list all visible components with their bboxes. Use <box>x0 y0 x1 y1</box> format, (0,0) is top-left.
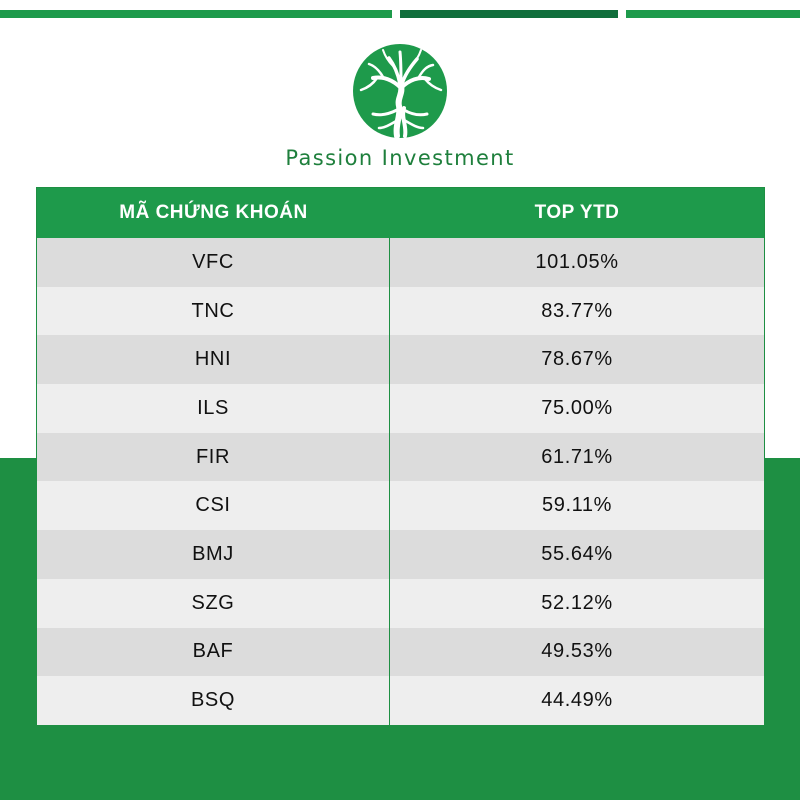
table-row: BSQ 44.49% <box>37 676 764 725</box>
ytd-cell: 52.12% <box>541 591 613 614</box>
ticker-cell: BSQ <box>37 676 390 725</box>
table-row: SZG 52.12% <box>37 578 764 628</box>
top-accent-bar-middle <box>400 10 618 18</box>
ticker-cell: CSI <box>37 481 390 531</box>
ticker-cell: FIR <box>37 432 390 482</box>
table-row: FIR 61.71% <box>37 432 764 482</box>
top-accent-bar-left <box>0 10 392 18</box>
table-row: HNI 78.67% <box>37 335 764 385</box>
table-row: CSI 59.11% <box>37 481 764 531</box>
table-header: MÃ CHỨNG KHOÁN TOP YTD <box>37 188 764 238</box>
ticker-cell: ILS <box>37 384 390 433</box>
ytd-cell: 75.00% <box>541 396 613 419</box>
ytd-cell: 101.05% <box>535 250 619 273</box>
table-row: TNC 83.77% <box>37 286 764 336</box>
table-row: VFC 101.05% <box>37 238 764 287</box>
ticker-cell: BAF <box>37 627 390 677</box>
ytd-cell: 83.77% <box>541 299 613 322</box>
ytd-cell: 59.11% <box>542 494 612 517</box>
ytd-cell: 44.49% <box>541 689 613 712</box>
ticker-cell: SZG <box>37 578 390 628</box>
ticker-cell: HNI <box>37 335 390 385</box>
ticker-cell: TNC <box>37 286 390 336</box>
table-row: ILS 75.00% <box>37 384 764 433</box>
tree-circle-icon <box>353 44 447 139</box>
ticker-cell: BMJ <box>37 530 390 579</box>
table-row: BMJ 55.64% <box>37 530 764 579</box>
top-accent-bar-right <box>626 10 800 18</box>
header-ticker: MÃ CHỨNG KHOÁN <box>119 202 308 223</box>
ytd-cell: 55.64% <box>541 542 613 565</box>
ticker-cell: VFC <box>37 238 390 287</box>
ytd-cell: 78.67% <box>541 348 613 371</box>
table-row: BAF 49.53% <box>37 627 764 677</box>
ytd-cell: 49.53% <box>541 640 613 663</box>
top-ytd-table: MÃ CHỨNG KHOÁN TOP YTD VFC 101.05% TNC 8… <box>36 187 765 725</box>
ytd-cell: 61.71% <box>541 445 613 468</box>
header-top-ytd: TOP YTD <box>534 202 620 223</box>
brand-name: Passion Investment <box>285 146 515 170</box>
